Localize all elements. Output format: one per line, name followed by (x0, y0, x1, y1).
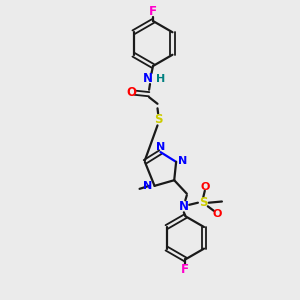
Text: O: O (213, 209, 222, 219)
Text: O: O (126, 86, 136, 99)
Text: O: O (200, 182, 209, 192)
Text: N: N (157, 142, 166, 152)
Text: S: S (154, 113, 162, 126)
Text: F: F (149, 5, 157, 18)
Text: S: S (199, 196, 208, 209)
Text: H: H (157, 74, 166, 84)
Text: N: N (178, 156, 188, 166)
Text: N: N (179, 200, 189, 213)
Text: F: F (181, 262, 189, 275)
Text: N: N (142, 72, 153, 85)
Text: N: N (143, 181, 153, 191)
